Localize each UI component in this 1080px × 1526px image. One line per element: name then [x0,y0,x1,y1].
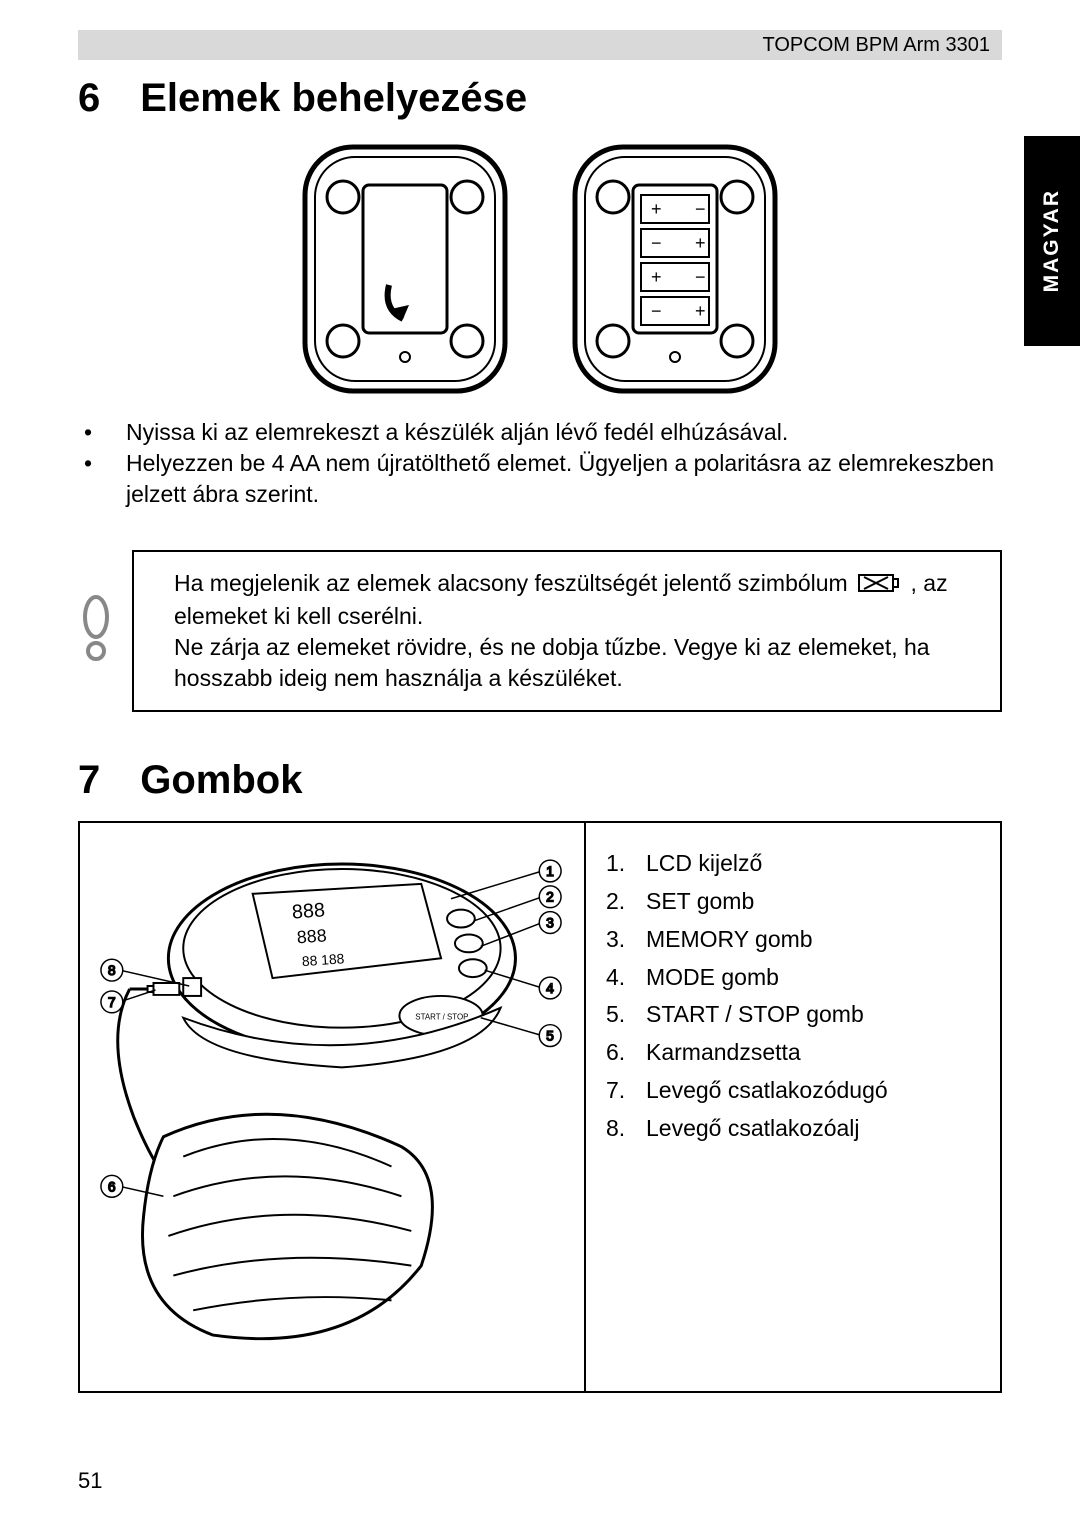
list-item: Levegő csatlakozódugó [606,1072,980,1110]
list-item: MEMORY gomb [606,921,980,959]
warning-text-2: Ne zárja az elemeket rövidre, és ne dobj… [174,634,930,691]
svg-text:4: 4 [546,980,554,996]
warning-row: Ha megjelenik az elemek alacsony feszült… [78,550,1002,712]
svg-text:+: + [651,199,662,219]
page-number: 51 [78,1468,102,1494]
bullet-item: Nyissa ki az elemrekeszt a készülék aljá… [126,417,1002,448]
svg-text:8: 8 [108,962,116,978]
svg-text:+: + [651,267,662,287]
bullet-item: Helyezzen be 4 AA nem újratölthető eleme… [126,448,1002,510]
section-7-body: 888 888 88 188 START / STOP [78,821,1002,1393]
section-6-bullets: Nyissa ki az elemrekeszt a készülék aljá… [78,417,1002,510]
list-item: SET gomb [606,883,980,921]
svg-text:−: − [695,199,706,219]
device-back-closed-icon [295,139,515,399]
page-content: 6 Elemek behelyezése [78,76,1002,1393]
battery-figures: + − − + + − − + [78,139,1002,399]
list-item: Levegő csatlakozóalj [606,1110,980,1148]
section-7-heading: 7 Gombok [78,758,1002,803]
list-item: LCD kijelző [606,845,980,883]
header-bar: TOPCOM BPM Arm 3301 [78,30,1002,60]
device-back-open-icon: + − − + + − − + [565,139,785,399]
svg-text:7: 7 [108,994,116,1010]
svg-text:2: 2 [546,888,554,904]
product-name: TOPCOM BPM Arm 3301 [763,34,990,57]
list-item: START / STOP gomb [606,996,980,1034]
svg-text:1: 1 [546,863,554,879]
device-diagram: 888 888 88 188 START / STOP [80,823,586,1391]
list-item: MODE gomb [606,959,980,997]
section-6-title: Elemek behelyezése [140,76,527,121]
warning-icon [78,595,114,667]
section-6-heading: 6 Elemek behelyezése [78,76,1002,121]
svg-text:−: − [651,233,662,253]
low-battery-icon [858,570,900,601]
svg-text:5: 5 [546,1027,554,1043]
svg-text:6: 6 [108,1178,116,1194]
section-7-title: Gombok [140,758,302,803]
language-label: MAGYAR [1040,189,1064,292]
list-item: Karmandzsetta [606,1034,980,1072]
svg-text:+: + [695,233,706,253]
section-6-number: 6 [78,76,100,121]
svg-text:−: − [651,301,662,321]
warning-box: Ha megjelenik az elemek alacsony feszült… [132,550,1002,712]
language-tab: MAGYAR [1024,136,1080,346]
svg-text:3: 3 [546,914,554,930]
svg-text:888: 888 [296,925,327,947]
svg-text:888: 888 [291,899,326,923]
button-list: LCD kijelző SET gomb MEMORY gomb MODE go… [586,823,1000,1391]
svg-text:88 188: 88 188 [301,950,345,969]
bpm-device-icon: 888 888 88 188 START / STOP [94,837,570,1377]
svg-text:−: − [695,267,706,287]
warning-text-1a: Ha megjelenik az elemek alacsony feszült… [174,570,854,596]
section-7-number: 7 [78,758,100,803]
svg-text:+: + [695,301,706,321]
svg-text:START / STOP: START / STOP [415,1012,468,1021]
